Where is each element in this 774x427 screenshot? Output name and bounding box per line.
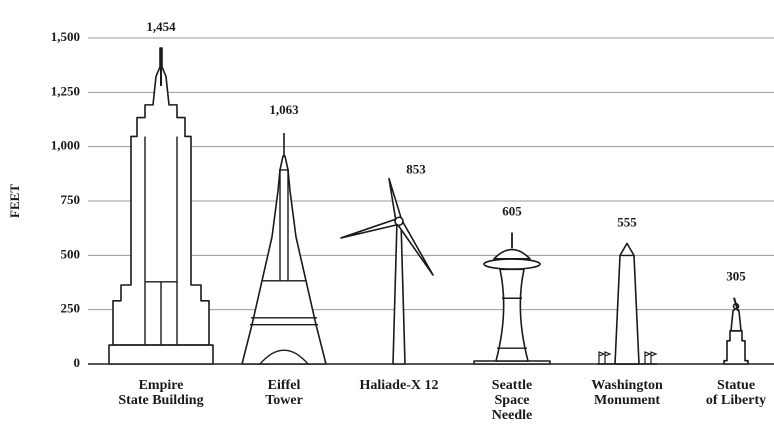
structure <box>108 47 214 365</box>
icon-top <box>493 248 531 260</box>
icon-blade <box>388 177 403 223</box>
icon-tower <box>392 220 406 365</box>
structure <box>241 132 327 365</box>
icon-flag <box>644 351 652 364</box>
icon-hub <box>394 216 404 227</box>
category-label: Washington Monument <box>591 378 663 408</box>
y-tick-label: 1,250 <box>51 83 80 98</box>
icon-saucer <box>483 258 541 270</box>
value-label: 1,454 <box>146 19 176 34</box>
icon-statue <box>730 307 742 332</box>
icon-legs <box>495 268 529 362</box>
value-label: 605 <box>502 203 522 218</box>
value-label: 853 <box>406 162 426 177</box>
value-label: 555 <box>617 214 637 229</box>
y-tick-label: 750 <box>61 192 81 207</box>
icon-blade <box>340 217 401 239</box>
icon-pedestal <box>723 330 749 365</box>
icon-base <box>108 344 214 365</box>
icon-body <box>241 155 327 365</box>
y-tick-label: 500 <box>61 246 81 261</box>
structure <box>723 297 749 365</box>
structure <box>340 177 434 365</box>
icon-flag <box>598 351 606 364</box>
y-axis-label: FEET <box>7 184 22 218</box>
value-label: 305 <box>726 269 746 284</box>
value-label: 1,063 <box>269 102 299 117</box>
category-label: Statue of Liberty <box>705 378 767 408</box>
y-tick-label: 0 <box>74 355 81 370</box>
icon-obelisk <box>614 242 640 365</box>
structure <box>473 232 551 365</box>
category-label: Eiffel Tower <box>265 378 303 408</box>
icon-flag <box>650 351 658 364</box>
icon-torch <box>733 297 739 312</box>
icon-detail <box>259 349 309 365</box>
structure <box>597 242 658 365</box>
y-tick-label: 250 <box>61 301 81 316</box>
category-label: Empire State Building <box>118 378 204 408</box>
category-label: Seattle Space Needle <box>491 378 533 423</box>
icon-flag <box>604 351 612 364</box>
icon-body <box>112 47 210 346</box>
y-tick-label: 1,000 <box>51 138 80 153</box>
category-label: Haliade-X 12 <box>359 378 439 393</box>
y-tick-label: 1,500 <box>51 29 80 44</box>
